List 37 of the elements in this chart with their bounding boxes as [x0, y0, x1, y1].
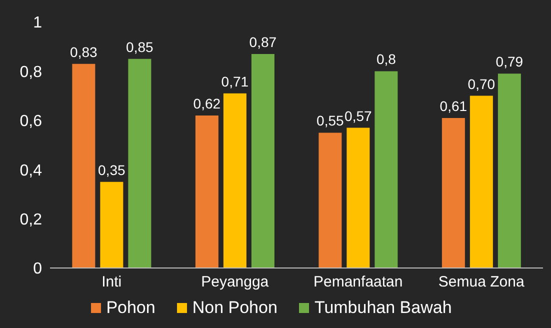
- legend-label: Non Pohon: [191, 298, 278, 318]
- data-label: 0,70: [468, 76, 496, 92]
- data-label: 0,62: [193, 95, 221, 112]
- bar: [346, 128, 370, 268]
- bar: [442, 118, 465, 268]
- data-label: 0,55: [316, 112, 344, 129]
- data-label: 0,35: [98, 162, 126, 178]
- bar: [128, 58, 152, 268]
- legend-label: Pohon: [105, 298, 156, 318]
- bar: [223, 93, 246, 268]
- data-label: 0,8: [376, 51, 396, 68]
- data-label: 0,57: [344, 108, 372, 124]
- x-tick-label: Semua Zona: [438, 274, 525, 291]
- bar: [251, 54, 274, 268]
- data-label: 0,71: [221, 73, 249, 90]
- bar: [100, 182, 124, 268]
- data-label: 0,83: [70, 44, 98, 60]
- x-tick-label: Inti: [102, 274, 122, 291]
- y-tick-label: 0,2: [20, 211, 42, 228]
- x-tick-label: Pemanfaatan: [314, 274, 403, 291]
- y-tick-label: 1: [33, 14, 42, 32]
- y-tick-label: 0,6: [20, 113, 42, 130]
- y-tick-label: 0,8: [20, 64, 42, 81]
- bar: [318, 132, 342, 268]
- data-label: 0,85: [126, 38, 154, 55]
- data-label: 0,87: [249, 34, 277, 50]
- y-tick-label: 0,4: [20, 162, 42, 180]
- data-label: 0,61: [440, 98, 468, 114]
- bar: [498, 74, 521, 268]
- y-tick-label: 0: [33, 260, 42, 278]
- legend-label: Tumbuhan Bawah: [313, 298, 452, 318]
- bar: [374, 71, 398, 268]
- bar: [72, 64, 96, 268]
- data-label: 0,79: [496, 54, 524, 70]
- x-tick-label: Peyangga: [201, 274, 270, 291]
- bar: [470, 96, 493, 268]
- bar: [195, 115, 218, 268]
